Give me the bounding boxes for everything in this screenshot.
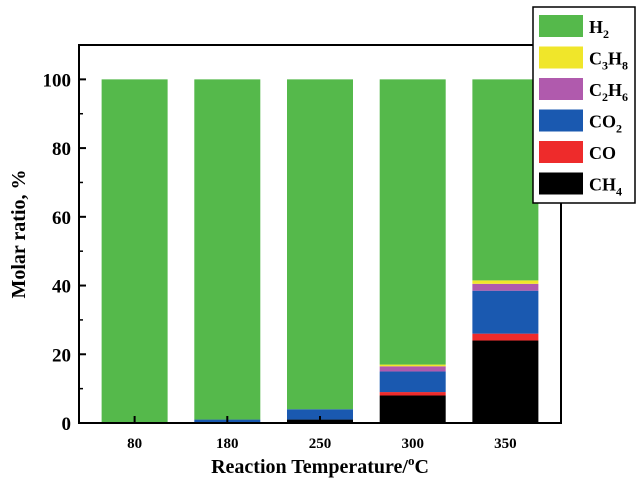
legend-label-co2: CO2: [589, 112, 622, 136]
y-tick-label: 60: [52, 208, 71, 229]
legend-swatch-h2: [539, 15, 583, 37]
x-tick-label: 300: [401, 436, 424, 452]
y-axis: 0 20 40 60 80 100: [43, 70, 86, 435]
x-tick-label: 180: [216, 436, 239, 452]
bar-ch4-350: [472, 340, 539, 423]
legend-swatch-ch4: [539, 172, 583, 195]
legend-swatch-co: [539, 141, 583, 163]
y-tick-label: 100: [43, 70, 72, 91]
bar-co-350: [472, 333, 539, 341]
x-axis-title-unit: C: [414, 456, 428, 478]
x-axis-title: Reaction Temperature/oC: [211, 453, 429, 478]
y-axis-title: Molar ratio, %: [8, 169, 30, 298]
y-tick-label: 0: [62, 414, 72, 435]
bar-h2-350: [472, 79, 539, 281]
legend-label-h2: H2: [589, 17, 609, 41]
bar-co2-300: [379, 371, 446, 393]
x-axis-title-degree: o: [408, 453, 415, 468]
x-tick-label: 250: [309, 436, 332, 452]
legend: H2 C3H8 C2H6 CO2 CO CH4: [532, 6, 636, 204]
legend-swatch-c3h8: [539, 46, 583, 69]
legend-label-c3h8: C3H8: [589, 49, 628, 73]
bar-h2-180: [194, 79, 261, 420]
bar-co2-250: [287, 409, 353, 420]
bar-c2h6-350: [472, 283, 539, 291]
legend-box: [532, 6, 636, 204]
legend-swatch-co2: [539, 109, 583, 132]
bar-c2h6-300: [379, 366, 446, 372]
y-tick-label: 20: [52, 345, 71, 366]
y-tick-label: 40: [52, 277, 71, 298]
bars-layer: [101, 79, 539, 423]
legend-label-c2h6: C2H6: [589, 80, 628, 104]
bar-c3h8-350: [472, 280, 539, 284]
x-tick-label: 80: [127, 436, 142, 452]
y-tick-label: 80: [52, 139, 71, 160]
x-axis: 80 180 250 300 350: [127, 416, 517, 452]
bar-co2-350: [472, 290, 539, 334]
legend-swatch-c2h6: [539, 78, 583, 100]
bar-h2-250: [287, 79, 353, 410]
bar-h2-80: [101, 79, 168, 423]
legend-label-co: CO: [589, 143, 616, 163]
bar-c3h8-300: [379, 364, 446, 367]
legend-label-ch4: CH4: [589, 175, 622, 199]
bar-h2-300: [379, 79, 446, 365]
x-tick-label: 350: [494, 436, 517, 452]
x-axis-title-text: Reaction Temperature/: [211, 456, 408, 478]
bar-co-300: [379, 392, 446, 396]
